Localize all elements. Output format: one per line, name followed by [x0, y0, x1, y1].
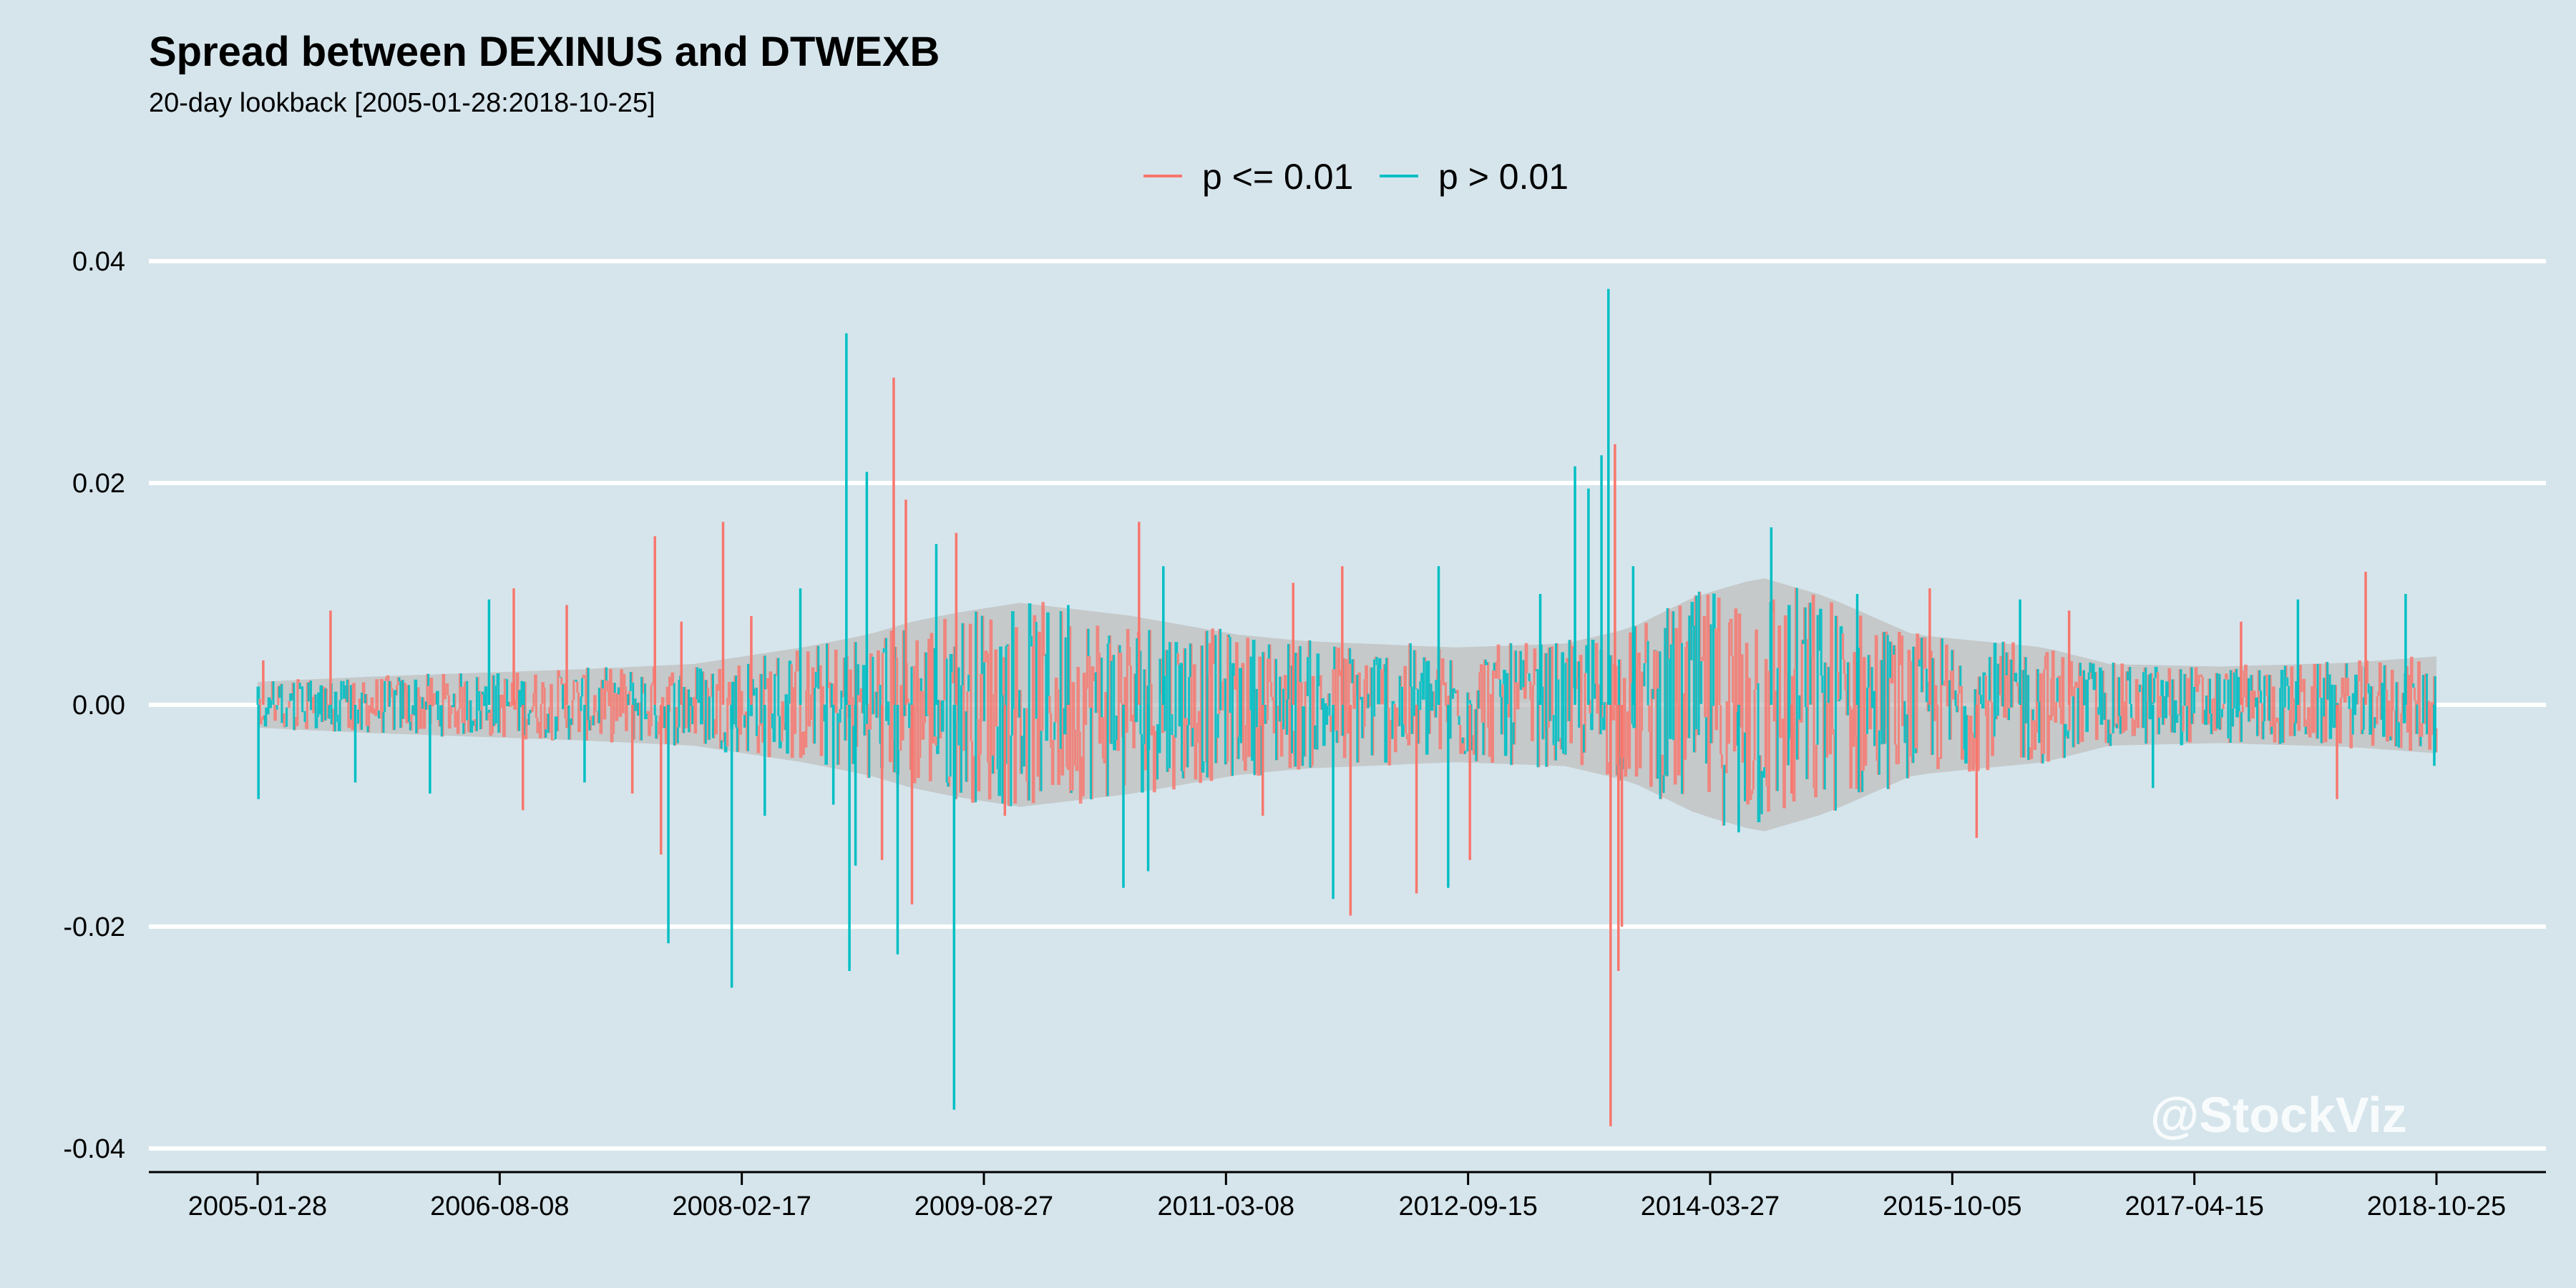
x-tick-label-0: 2005-01-28 [188, 1191, 327, 1221]
y-tick-label-3: 0.02 [72, 469, 125, 499]
y-tick-label-1: -0.02 [63, 912, 125, 942]
series-1-line [256, 587, 2436, 826]
x-tick-label-2: 2008-02-17 [672, 1191, 811, 1221]
watermark: @StockViz [2150, 1087, 2407, 1143]
x-tick-label-3: 2009-08-27 [914, 1191, 1053, 1221]
x-tick-label-4: 2011-03-08 [1158, 1191, 1295, 1221]
x-tick-label-5: 2012-09-15 [1398, 1191, 1537, 1221]
x-tick-label-7: 2015-10-05 [1883, 1191, 2021, 1221]
legend-label-series-1: p > 0.01 [1438, 157, 1568, 197]
chart-subtitle: 20-day lookback [2005-01-28:2018-10-25] [149, 88, 655, 118]
legend: p <= 0.01 p > 0.01 [1143, 157, 1568, 197]
y-tick-label-0: -0.04 [63, 1134, 125, 1164]
chart-title: Spread between DEXINUS and DTWEXB [149, 29, 940, 75]
legend-label-series-0: p <= 0.01 [1202, 157, 1353, 197]
y-axis: -0.04 -0.02 0.00 0.02 0.04 [63, 247, 125, 1164]
y-tick-label-2: 0.00 [72, 691, 125, 721]
series-layer [256, 288, 2438, 1126]
x-axis: 2005-01-28 2006-08-08 2008-02-17 2009-08-27… [149, 1171, 2546, 1221]
x-tick-label-1: 2006-08-08 [430, 1191, 569, 1221]
y-tick-label-4: 0.04 [72, 247, 125, 277]
x-tick-label-9: 2018-10-25 [2367, 1191, 2506, 1221]
series-0-line [258, 587, 2438, 826]
x-tick-label-6: 2014-03-27 [1641, 1191, 1780, 1221]
x-tick-label-8: 2017-04-15 [2124, 1191, 2263, 1221]
